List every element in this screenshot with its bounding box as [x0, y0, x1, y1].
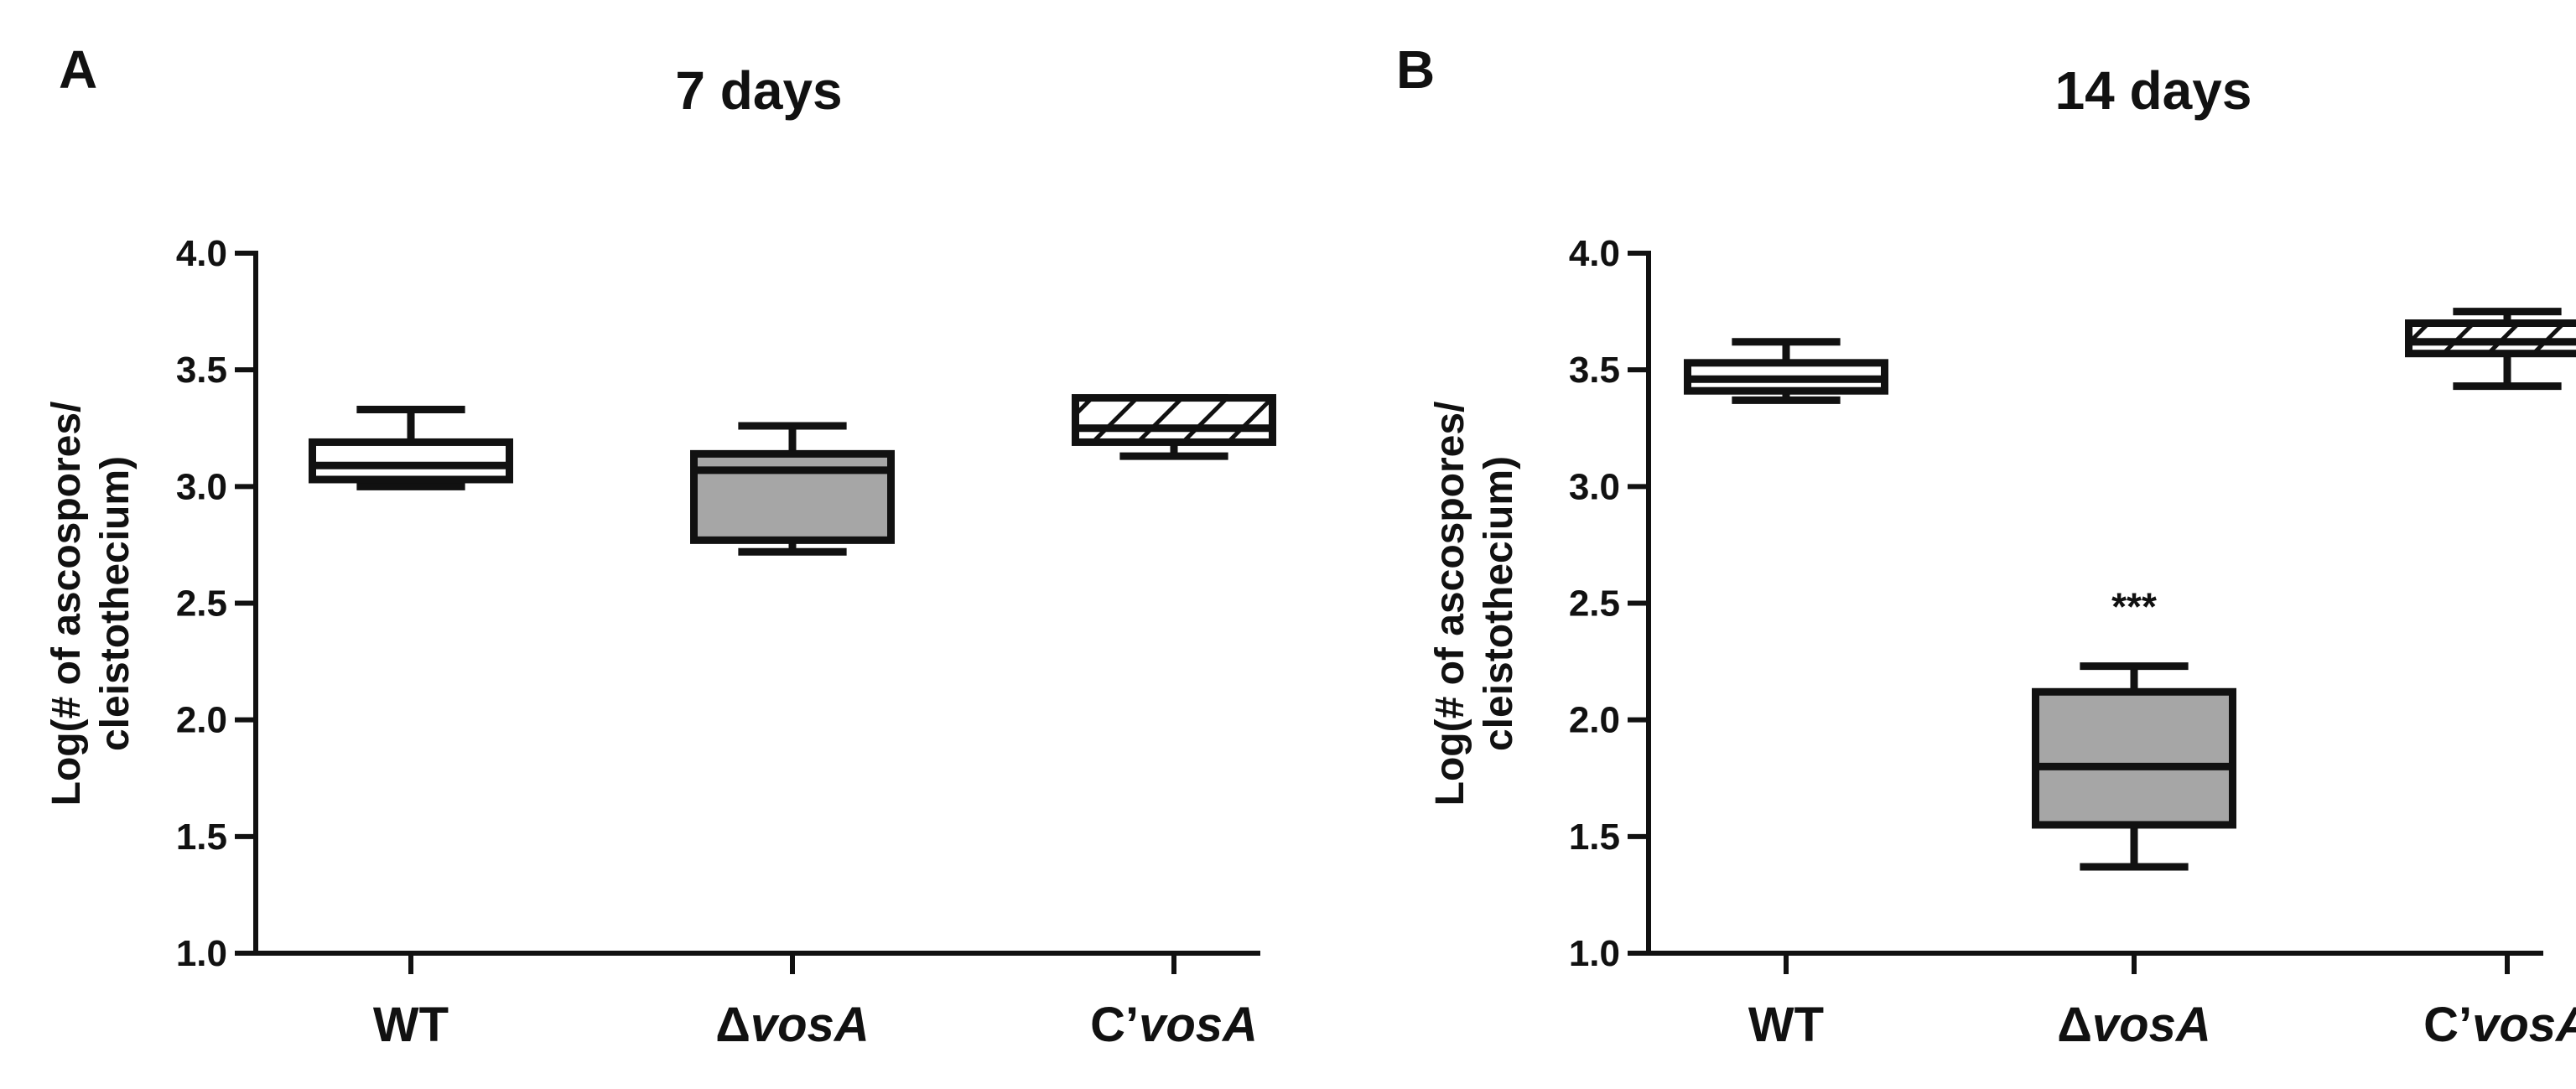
box-group [1684, 338, 1888, 404]
y-axis-label: Log(# of ascospores/cleistothecium) [1428, 402, 1521, 806]
y-tick-label: 2.5 [176, 583, 227, 625]
category-italic: vosA [750, 998, 870, 1052]
category-italic: vosA [1139, 998, 1258, 1052]
chart-title: 7 days [675, 60, 842, 121]
category-prefix: Δ [715, 998, 750, 1052]
y-axis-label-line: cleistothecium) [1477, 456, 1521, 751]
box-group: *** [2032, 585, 2236, 871]
y-tick-label: 3.5 [1569, 350, 1620, 391]
y-axis-label-line: Log(# of ascospores/ [44, 402, 89, 806]
box-group [2405, 308, 2576, 391]
panel-a: A 7 days Log(# of ascospores/cleistotheciu… [44, 39, 1276, 1052]
category-italic: vosA [2092, 998, 2211, 1052]
y-axis-label: Log(# of ascospores/cleistothecium) [44, 402, 138, 806]
category-prefix: Δ [2057, 998, 2092, 1052]
box-group [1072, 394, 1276, 460]
y-tick-label: 3.5 [176, 350, 227, 391]
box-group [309, 405, 513, 490]
x-category-label: C’vosA [1090, 998, 1258, 1052]
y-tick-label: 2.0 [1569, 700, 1620, 741]
y-axis-label-line: Log(# of ascospores/ [1428, 402, 1472, 806]
y-tick-label: 1.5 [1569, 817, 1620, 858]
y-tick-label: 4.0 [176, 233, 227, 274]
x-category-label: WT [373, 998, 449, 1052]
y-tick-label: 4.0 [1569, 233, 1620, 274]
category-text: WT [1748, 998, 1824, 1052]
y-tick-label: 3.0 [176, 466, 227, 507]
iqr-box [2032, 687, 2236, 829]
panel-label: B [1396, 39, 1435, 100]
category-text: WT [373, 998, 449, 1052]
y-tick-label: 3.0 [1569, 466, 1620, 507]
category-prefix: C’ [1090, 998, 1139, 1052]
significance-annotation: *** [2111, 585, 2157, 629]
y-tick-label: 1.5 [176, 817, 227, 858]
iqr-box [1072, 394, 1276, 446]
x-category-label: WT [1748, 998, 1824, 1052]
y-tick-label: 1.0 [1569, 933, 1620, 974]
y-tick-label: 2.0 [176, 700, 227, 741]
chart-title: 14 days [2055, 60, 2252, 121]
y-tick-label: 1.0 [176, 933, 227, 974]
y-tick-label: 2.5 [1569, 583, 1620, 625]
panel-b: B 14 days Log(# of ascospores/cleistotheci… [1396, 39, 2576, 1052]
x-category-label: ΔvosA [2057, 998, 2211, 1052]
panel-label: A [59, 39, 97, 100]
box-group [690, 422, 895, 556]
x-category-label: ΔvosA [715, 998, 870, 1052]
category-italic: vosA [2472, 998, 2576, 1052]
category-prefix: C’ [2423, 998, 2472, 1052]
x-category-label: C’vosA [2423, 998, 2576, 1052]
y-axis-label-line: cleistothecium) [93, 456, 138, 751]
iqr-box [309, 438, 513, 484]
